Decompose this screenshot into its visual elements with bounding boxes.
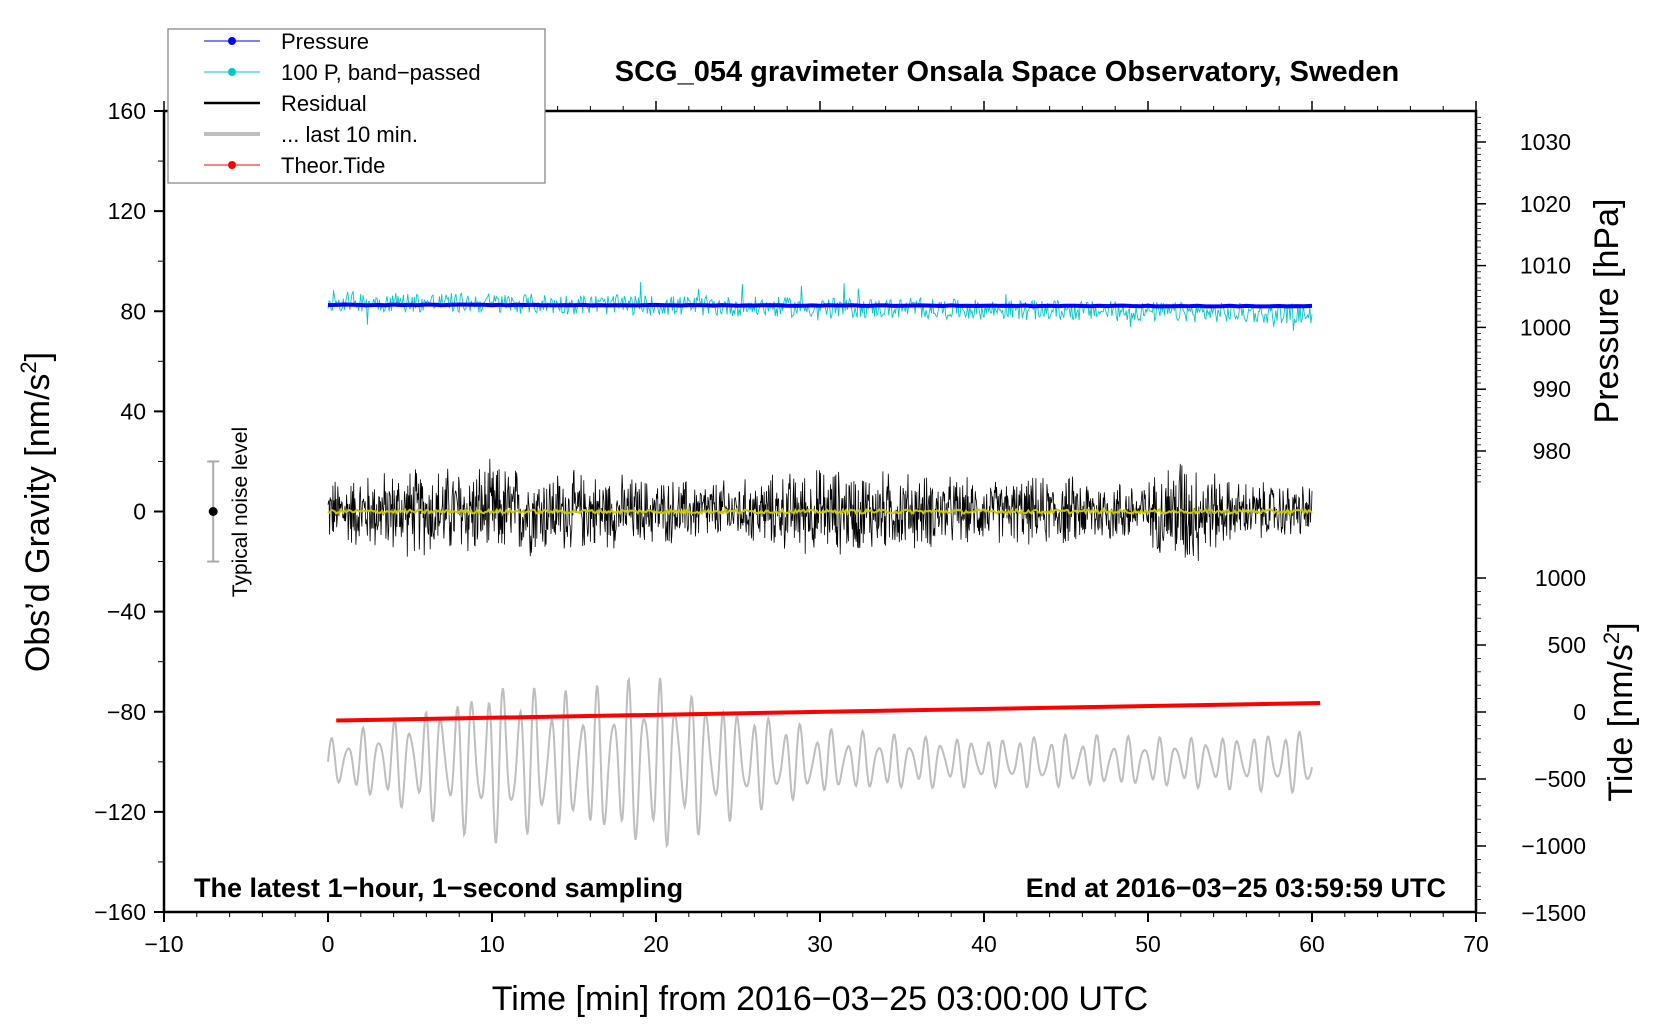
pressure-tick-label: 980	[1533, 438, 1571, 464]
x-tick-label: 0	[322, 931, 335, 957]
tide-axis-label-sup: 2	[1599, 632, 1624, 644]
residual-series	[327, 458, 1313, 562]
x-tick-label: 20	[643, 931, 669, 957]
noise-level-dot	[208, 507, 218, 516]
tide-tick-label: −1000	[1521, 833, 1586, 859]
legend: Pressure 100 P, band−passed Residual ... la…	[167, 28, 546, 184]
annotation-right: End at 2016−03−25 03:59:59 UTC	[1026, 873, 1446, 903]
y-tick-label: −160	[94, 899, 146, 925]
y-tick-label: 0	[133, 499, 146, 525]
y-tick-label: −120	[94, 799, 146, 825]
y-tick-label: 40	[120, 398, 146, 424]
legend-label: ... last 10 min.	[281, 122, 418, 147]
x-tick-label: 50	[1135, 931, 1161, 957]
y-axis-label: Obs’d Gravity [nm/s2]	[16, 352, 57, 672]
plot-area	[162, 109, 1478, 914]
tide-tick-label: 0	[1573, 699, 1586, 725]
legend-label: 100 P, band−passed	[281, 60, 481, 85]
tide-tick-label: 1000	[1535, 565, 1586, 591]
y-tick-label: 120	[108, 198, 146, 224]
chart-title: SCG_054 gravimeter Onsala Space Observat…	[615, 56, 1399, 88]
axes-layer: −10 0 10 20 30 40 50 60 7016012080400−40−80−120−…	[94, 98, 1586, 957]
y-tick-label: −40	[107, 599, 146, 625]
x-tick-label: −10	[144, 931, 183, 957]
tide-tick-label: −500	[1534, 766, 1586, 792]
legend-swatch-dot	[228, 37, 236, 45]
x-axis-label: Time [min] from 2016−03−25 03:00:00 UTC	[492, 980, 1148, 1018]
pressure-tick-label: 1010	[1520, 253, 1571, 279]
pressure-axis-label: Pressure [hPa]	[1588, 199, 1626, 424]
y-tick-label: −80	[107, 699, 146, 725]
pressure-tick-label: 1030	[1520, 129, 1571, 155]
legend-label: Theor.Tide	[281, 153, 385, 178]
pressure-tick-label: 1020	[1520, 191, 1571, 217]
y-axis-label-sup: 2	[16, 361, 41, 373]
tide-axis-label-end: ]	[1602, 622, 1640, 631]
noise-level-label: Typical noise level	[229, 427, 252, 597]
tide-tick-label: 500	[1548, 632, 1586, 658]
y-tick-label: 80	[120, 298, 146, 324]
y-tick-label: 160	[108, 98, 146, 124]
tide-axis-label-main: Tide [nm/s	[1602, 644, 1640, 801]
legend-label: Pressure	[281, 29, 369, 54]
x-tick-label: 30	[807, 931, 833, 957]
x-tick-label: 60	[1299, 931, 1325, 957]
pressure-tick-label: 1000	[1520, 314, 1571, 340]
legend-swatch-dot	[228, 161, 236, 169]
residual-smoothed-series	[327, 507, 1313, 516]
bandpassed-pressure-series	[327, 281, 1313, 331]
x-tick-label: 10	[479, 931, 505, 957]
y-axis-label-main: Obs’d Gravity [nm/s	[19, 374, 57, 673]
tide-tick-label: −1500	[1521, 900, 1586, 926]
x-tick-label: 40	[971, 931, 997, 957]
theoretical-tide-series	[336, 700, 1321, 723]
y-axis-label-end: ]	[19, 352, 57, 361]
annotation-left: The latest 1−hour, 1−second sampling	[194, 873, 683, 903]
legend-label: Residual	[281, 91, 367, 116]
last-10-min-series	[327, 676, 1313, 849]
legend-swatch-dot	[228, 68, 236, 76]
series-layer	[207, 281, 1321, 849]
legend-box	[167, 28, 546, 184]
x-tick-label: 70	[1463, 931, 1489, 957]
pressure-tick-label: 990	[1533, 376, 1571, 402]
pressure-series	[327, 302, 1313, 309]
tide-axis-label: Tide [nm/s2]	[1599, 622, 1640, 801]
